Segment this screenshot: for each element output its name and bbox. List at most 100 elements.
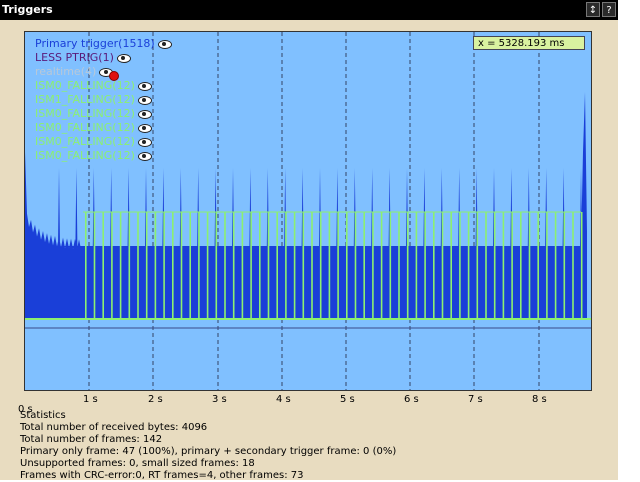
legend-item-less-ptrig[interactable]: LESS PTRIG(1) [35,51,172,65]
secondary-trigger-pulse [154,212,157,319]
secondary-trigger-pulse [206,212,209,319]
secondary-trigger-pulse [346,212,348,319]
stats-line: Frames with CRC-error:0, RT frames=4, ot… [20,470,304,481]
stats-line: Total number of frames: 142 [20,434,163,445]
eye-icon[interactable] [137,137,152,147]
secondary-trigger-pulse [380,212,383,319]
secondary-trigger-pulse [476,212,479,319]
eye-icon[interactable] [137,109,152,119]
secondary-trigger-pulse [546,212,548,319]
legend-label: Primary trigger(1518) [35,37,155,50]
hidden-icon [109,71,120,81]
legend-item-ism0-falling[interactable]: ISM0_FALLING(12) [35,135,172,149]
secondary-trigger-pulse [580,212,583,319]
help-button[interactable]: ? [602,2,616,17]
secondary-trigger-pulse [85,212,87,319]
secondary-trigger-pulse [250,212,252,319]
legend-label: ISM0_FALLING(12) [35,149,135,162]
secondary-trigger-pulse [572,212,574,319]
secondary-trigger-pulse [563,212,566,319]
legend-label: ISM0_FALLING(12) [35,107,135,120]
secondary-trigger-pulse [198,212,200,319]
triggers-window: Triggers ↕ ? Primary trigger(1518) LESS … [0,0,618,482]
legend-label: ISM1_FALLING(12) [35,93,135,106]
secondary-trigger-pulse [441,212,444,319]
secondary-trigger-pulse [528,212,531,319]
secondary-trigger-pulse [537,212,539,319]
secondary-trigger-pulse [93,212,96,319]
stats-line: Primary only frame: 47 (100%), primary +… [20,446,397,457]
secondary-trigger-pulse [520,212,522,319]
legend-label: LESS PTRIG(1) [35,51,114,64]
secondary-trigger-pulse [354,212,357,319]
x-origin-label: 0 s [18,404,33,415]
eye-icon[interactable] [137,123,152,133]
eye-icon[interactable] [116,53,131,63]
primary-trigger-trace [25,92,587,319]
legend-item-ism1-falling[interactable]: ISM1_FALLING(12) [35,93,172,107]
secondary-trigger-pulse [102,212,104,319]
eye-icon[interactable] [137,151,152,161]
secondary-trigger-pulse [337,212,339,319]
secondary-trigger-pulse [128,212,131,319]
secondary-trigger-pulse [311,212,313,319]
secondary-trigger-pulse [424,212,426,319]
secondary-trigger-pulse [363,212,365,319]
legend-item-primary-trigger[interactable]: Primary trigger(1518) [35,37,172,51]
secondary-trigger-pulse [450,212,452,319]
legend-item-ism0-falling[interactable]: ISM0_FALLING(12) [35,149,172,163]
x-tick-label: 2 s [148,394,163,405]
statistics-panel: Statistics Total number of received byte… [20,410,396,482]
stats-line: Unsupported frames: 0, small sized frame… [20,458,255,469]
legend-label: ISM0_FALLING(12) [35,121,135,134]
sort-button[interactable]: ↕ [586,2,600,17]
x-tick-label: 3 s [212,394,227,405]
legend-item-ism0-falling[interactable]: ISM0_FALLING(12) [35,79,172,93]
legend-label: ISM0_FALLING(12) [35,135,135,148]
secondary-trigger-pulse [406,212,409,319]
secondary-trigger-pulse [433,212,435,319]
secondary-trigger-pulse [389,212,392,319]
x-tick-label: 6 s [404,394,419,405]
secondary-trigger-pulse [554,212,557,319]
secondary-trigger-pulse [319,212,322,319]
x-tick-label: 7 s [468,394,483,405]
secondary-trigger-pulse [189,212,191,319]
legend: Primary trigger(1518) LESS PTRIG(1) real… [35,37,172,163]
eye-icon[interactable] [137,81,152,91]
secondary-trigger-pulse [502,212,505,319]
title-bar: Triggers ↕ ? [0,0,618,20]
secondary-trigger-pulse [493,212,496,319]
eye-icon[interactable] [157,39,172,49]
legend-item-realtime[interactable]: realtime(4) [35,65,172,81]
x-tick-label: 1 s [83,394,98,405]
x-tick-label: 5 s [340,394,355,405]
secondary-trigger-pulse [415,212,418,319]
cursor-readout: x = 5328.193 ms [473,36,585,50]
secondary-trigger-pulse [511,212,513,319]
window-title: Triggers [2,3,53,16]
plot-canvas [25,32,591,390]
secondary-trigger-pulse [293,212,296,319]
secondary-trigger-pulse [180,212,183,319]
x-tick-label: 4 s [276,394,291,405]
secondary-trigger-pulse [145,212,148,319]
secondary-trigger-pulse [111,212,113,319]
secondary-trigger-pulse [259,212,261,319]
secondary-trigger-pulse [485,212,487,319]
secondary-trigger-pulse [302,212,305,319]
stats-heading: Statistics [20,410,66,421]
legend-label: ISM0_FALLING(12) [35,79,135,92]
secondary-trigger-pulse [172,212,174,319]
secondary-trigger-pulse [232,212,235,319]
legend-item-ism0-falling[interactable]: ISM0_FALLING(12) [35,107,172,121]
secondary-trigger-pulse [267,212,270,319]
secondary-trigger-pulse [241,212,244,319]
secondary-trigger-pulse [224,212,226,319]
eye-icon[interactable] [137,95,152,105]
legend-item-ism0-falling[interactable]: ISM0_FALLING(12) [35,121,172,135]
secondary-trigger-pulse [137,212,139,319]
secondary-trigger-pulse [215,212,218,319]
secondary-trigger-pulse [372,212,374,319]
trigger-plot[interactable]: Primary trigger(1518) LESS PTRIG(1) real… [24,31,592,391]
